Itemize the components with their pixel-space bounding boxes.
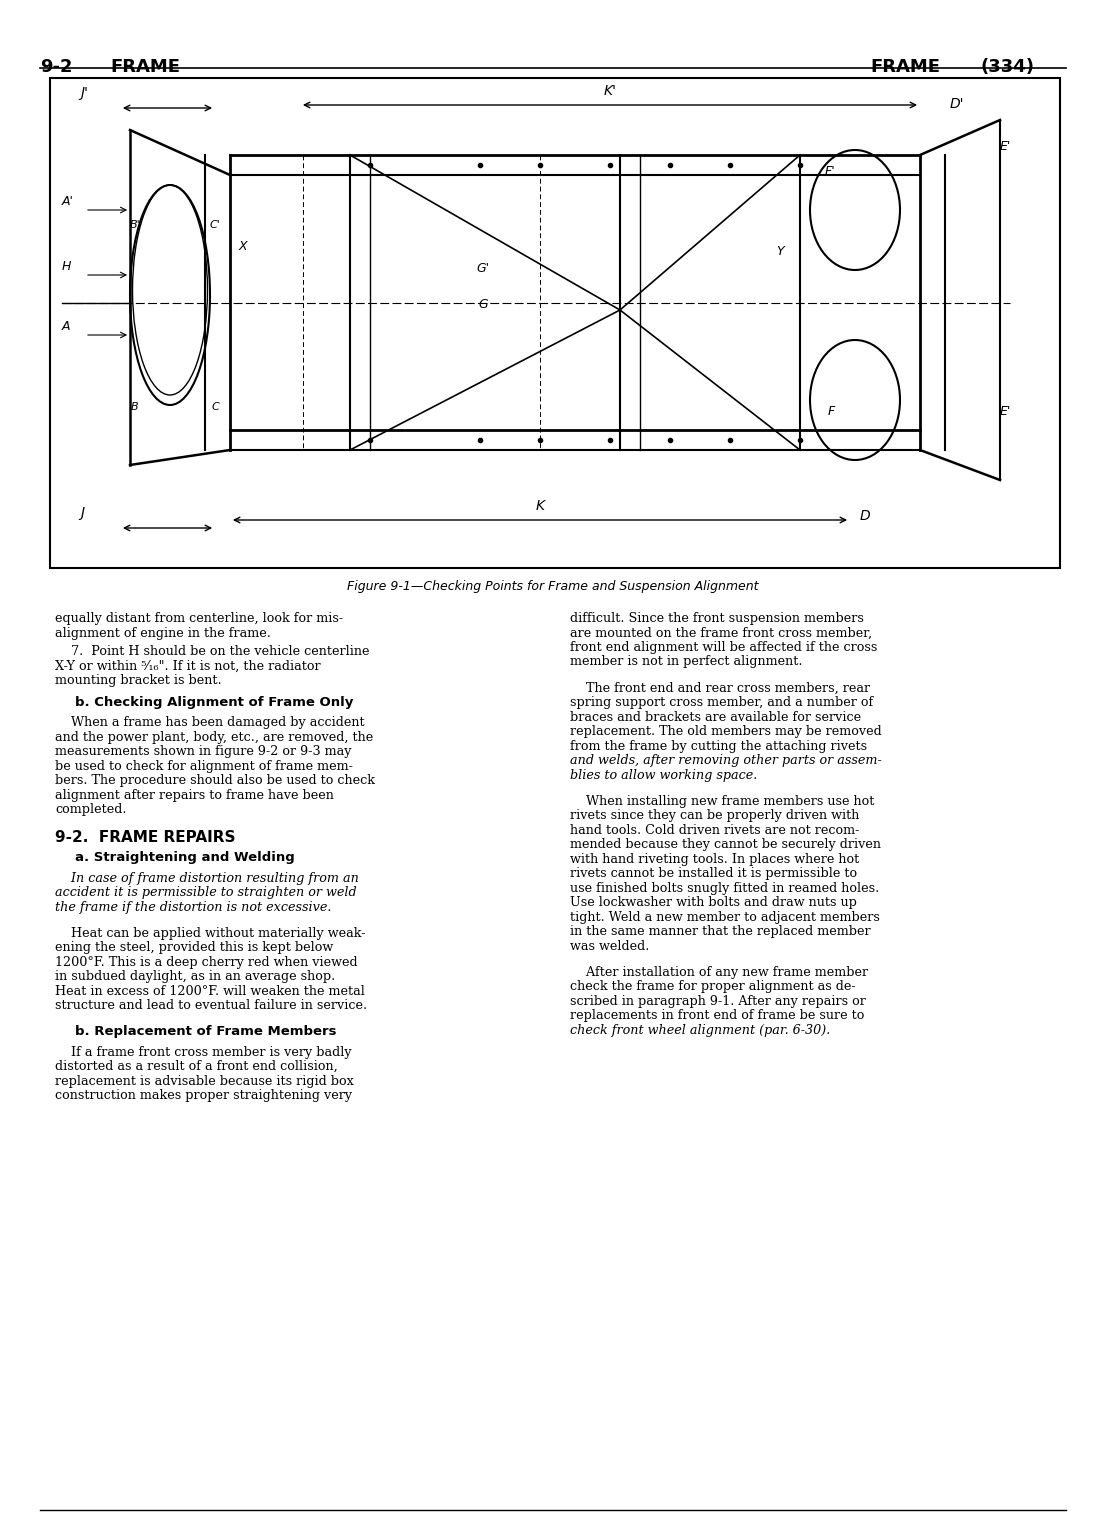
Text: alignment after repairs to frame have been: alignment after repairs to frame have be… <box>55 788 334 802</box>
Text: tight. Weld a new member to adjacent members: tight. Weld a new member to adjacent mem… <box>570 911 880 924</box>
Text: A: A <box>62 319 71 333</box>
Bar <box>50 78 1060 568</box>
Text: B': B' <box>129 220 140 231</box>
Text: When installing new frame members use hot: When installing new frame members use ho… <box>570 795 875 808</box>
Text: replacement is advisable because its rigid box: replacement is advisable because its rig… <box>55 1074 354 1088</box>
Text: 7.  Point H should be on the vehicle centerline: 7. Point H should be on the vehicle cent… <box>55 645 369 659</box>
Text: a. Straightening and Welding: a. Straightening and Welding <box>75 851 295 865</box>
Text: F: F <box>827 405 835 419</box>
Text: Y: Y <box>776 244 784 258</box>
Text: E': E' <box>1000 141 1011 153</box>
Text: If a frame front cross member is very badly: If a frame front cross member is very ba… <box>55 1045 352 1059</box>
Text: D': D' <box>950 96 964 112</box>
Text: member is not in perfect alignment.: member is not in perfect alignment. <box>570 656 803 669</box>
Text: braces and brackets are available for service: braces and brackets are available for se… <box>570 711 862 724</box>
Text: (334): (334) <box>980 58 1034 76</box>
Text: C: C <box>211 402 219 413</box>
Text: in subdued daylight, as in an average shop.: in subdued daylight, as in an average sh… <box>55 970 335 983</box>
Text: 9-2.  FRAME REPAIRS: 9-2. FRAME REPAIRS <box>55 830 236 845</box>
Text: F': F' <box>824 165 835 177</box>
Text: A': A' <box>62 196 74 208</box>
Text: check the frame for proper alignment as de-: check the frame for proper alignment as … <box>570 981 856 993</box>
Text: are mounted on the frame front cross member,: are mounted on the frame front cross mem… <box>570 626 873 640</box>
Text: construction makes proper straightening very: construction makes proper straightening … <box>55 1089 352 1102</box>
Text: Heat can be applied without materially weak-: Heat can be applied without materially w… <box>55 926 365 940</box>
Text: mended because they cannot be securely driven: mended because they cannot be securely d… <box>570 839 881 851</box>
Text: b. Replacement of Frame Members: b. Replacement of Frame Members <box>75 1025 336 1038</box>
Text: Use lockwasher with bolts and draw nuts up: Use lockwasher with bolts and draw nuts … <box>570 897 857 909</box>
Text: K': K' <box>604 84 616 98</box>
Text: FRAME: FRAME <box>109 58 180 76</box>
Text: K: K <box>535 500 544 513</box>
Text: scribed in paragraph 9-1. After any repairs or: scribed in paragraph 9-1. After any repa… <box>570 995 866 1008</box>
Text: with hand riveting tools. In places where hot: with hand riveting tools. In places wher… <box>570 853 859 866</box>
Text: mounting bracket is bent.: mounting bracket is bent. <box>55 674 221 688</box>
Text: The front end and rear cross members, rear: The front end and rear cross members, re… <box>570 681 870 695</box>
Text: rivets cannot be installed it is permissible to: rivets cannot be installed it is permiss… <box>570 868 857 880</box>
Text: accident it is permissible to straighten or weld: accident it is permissible to straighten… <box>55 886 356 898</box>
Text: alignment of engine in the frame.: alignment of engine in the frame. <box>55 626 271 640</box>
Text: spring support cross member, and a number of: spring support cross member, and a numbe… <box>570 697 874 709</box>
Text: X-Y or within ⁵⁄₁₆". If it is not, the radiator: X-Y or within ⁵⁄₁₆". If it is not, the r… <box>55 660 321 672</box>
Text: replacement. The old members may be removed: replacement. The old members may be remo… <box>570 726 881 738</box>
Text: equally distant from centerline, look for mis-: equally distant from centerline, look fo… <box>55 613 343 625</box>
Text: measurements shown in figure 9-2 or 9-3 may: measurements shown in figure 9-2 or 9-3 … <box>55 746 352 758</box>
Text: B: B <box>132 402 139 413</box>
Text: When a frame has been damaged by accident: When a frame has been damaged by acciden… <box>55 717 365 729</box>
Text: H: H <box>62 260 72 274</box>
Text: Figure 9-1—Checking Points for Frame and Suspension Alignment: Figure 9-1—Checking Points for Frame and… <box>347 581 759 593</box>
Text: Heat in excess of 1200°F. will weaken the metal: Heat in excess of 1200°F. will weaken th… <box>55 984 365 998</box>
Text: be used to check for alignment of frame mem-: be used to check for alignment of frame … <box>55 759 353 773</box>
Text: b. Checking Alignment of Frame Only: b. Checking Alignment of Frame Only <box>75 697 354 709</box>
Text: G': G' <box>477 261 490 275</box>
Text: in the same manner that the replaced member: in the same manner that the replaced mem… <box>570 924 870 938</box>
Text: J: J <box>80 506 84 520</box>
Text: and the power plant, body, etc., are removed, the: and the power plant, body, etc., are rem… <box>55 730 373 744</box>
Text: rivets since they can be properly driven with: rivets since they can be properly driven… <box>570 810 859 822</box>
Text: hand tools. Cold driven rivets are not recom-: hand tools. Cold driven rivets are not r… <box>570 824 859 837</box>
Text: bers. The procedure should also be used to check: bers. The procedure should also be used … <box>55 775 375 787</box>
Text: ening the steel, provided this is kept below: ening the steel, provided this is kept b… <box>55 941 333 953</box>
Text: D: D <box>860 509 870 523</box>
Text: from the frame by cutting the attaching rivets: from the frame by cutting the attaching … <box>570 740 867 753</box>
Text: In case of frame distortion resulting from an: In case of frame distortion resulting fr… <box>55 871 358 885</box>
Text: FRAME: FRAME <box>870 58 940 76</box>
Text: J': J' <box>80 86 88 99</box>
Text: blies to allow working space.: blies to allow working space. <box>570 769 758 782</box>
Text: was welded.: was welded. <box>570 940 649 952</box>
Text: the frame if the distortion is not excessive.: the frame if the distortion is not exces… <box>55 900 332 914</box>
Text: and welds, after removing other parts or assem-: and welds, after removing other parts or… <box>570 755 881 767</box>
Text: use finished bolts snugly fitted in reamed holes.: use finished bolts snugly fitted in ream… <box>570 882 879 895</box>
Text: E': E' <box>1000 405 1011 419</box>
Text: distorted as a result of a front end collision,: distorted as a result of a front end col… <box>55 1060 337 1073</box>
Text: difficult. Since the front suspension members: difficult. Since the front suspension me… <box>570 613 864 625</box>
Text: X: X <box>239 240 248 254</box>
Text: 1200°F. This is a deep cherry red when viewed: 1200°F. This is a deep cherry red when v… <box>55 955 357 969</box>
Text: After installation of any new frame member: After installation of any new frame memb… <box>570 966 868 979</box>
Text: completed.: completed. <box>55 804 126 816</box>
Text: G: G <box>478 298 488 312</box>
Text: C': C' <box>210 220 220 231</box>
Text: front end alignment will be affected if the cross: front end alignment will be affected if … <box>570 642 877 654</box>
Text: 9-2: 9-2 <box>40 58 73 76</box>
Text: structure and lead to eventual failure in service.: structure and lead to eventual failure i… <box>55 999 367 1012</box>
Text: check front wheel alignment (par. 6-30).: check front wheel alignment (par. 6-30). <box>570 1024 831 1038</box>
Text: replacements in front end of frame be sure to: replacements in front end of frame be su… <box>570 1010 865 1022</box>
